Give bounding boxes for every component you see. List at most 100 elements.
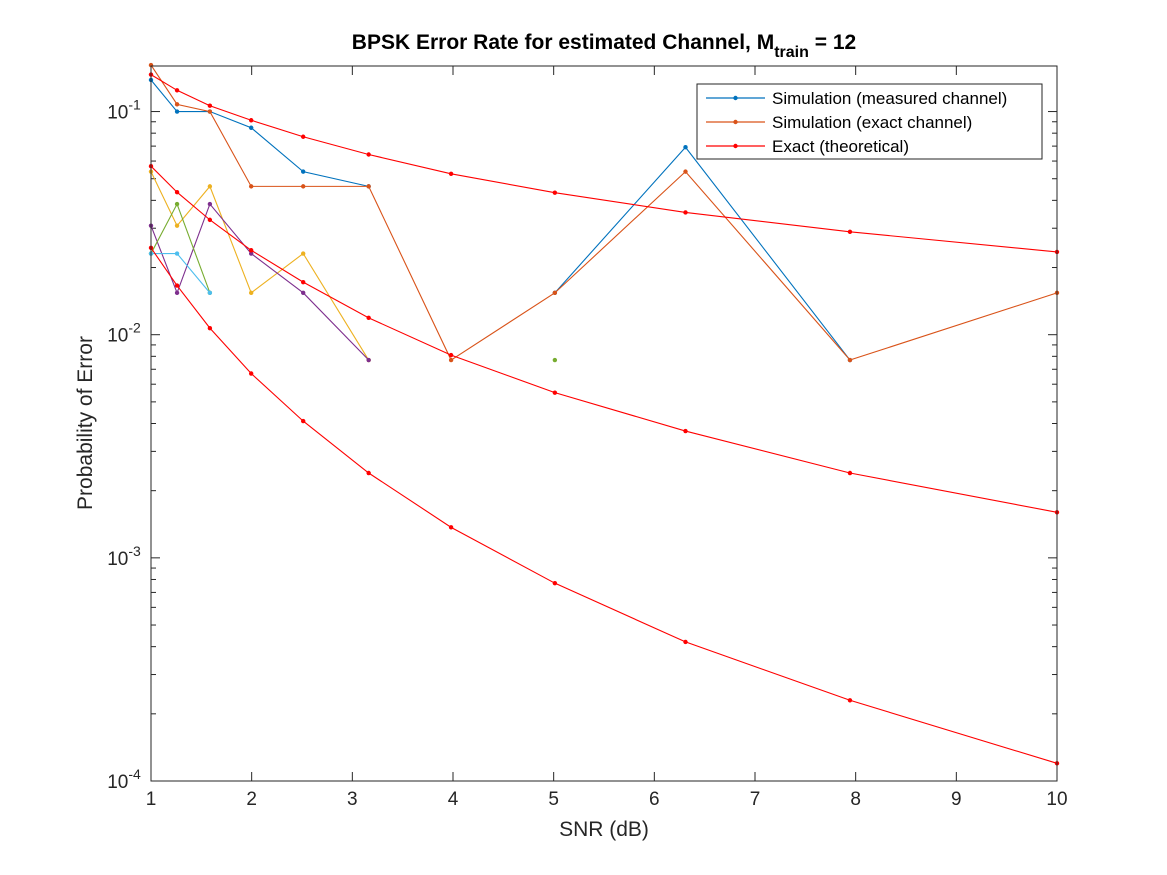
y-tick-label-base: 10 xyxy=(107,326,128,347)
x-tick-label: 8 xyxy=(850,789,861,810)
data-point xyxy=(301,418,306,424)
plot-frame xyxy=(150,65,1058,782)
data-point xyxy=(301,279,306,285)
data-point xyxy=(552,190,558,195)
series-yellow xyxy=(148,169,371,363)
data-point xyxy=(301,290,306,296)
y-tick-label-base: 10 xyxy=(107,772,128,793)
legend: Simulation (measured channel) Simulation… xyxy=(696,83,1043,160)
data-point xyxy=(448,352,454,358)
data-point xyxy=(248,251,254,256)
y-tick-label-exponent: -4 xyxy=(128,766,141,782)
x-tick-label: 6 xyxy=(649,789,660,810)
data-point xyxy=(207,325,213,331)
chart-title: BPSK Error Rate for estimated Channel, M… xyxy=(352,31,856,61)
data-point xyxy=(248,184,254,189)
x-tick-label: 2 xyxy=(246,789,257,810)
data-point xyxy=(301,169,306,174)
data-point xyxy=(552,290,558,296)
data-point xyxy=(552,580,558,586)
data-point xyxy=(174,223,180,228)
series-purple xyxy=(148,201,371,363)
y-tick-label-exponent: -3 xyxy=(128,543,141,559)
data-point xyxy=(248,371,254,376)
series-line xyxy=(150,202,370,361)
data-point xyxy=(248,125,254,130)
x-tick-label: 5 xyxy=(548,789,559,810)
data-point xyxy=(552,357,558,363)
data-point xyxy=(366,315,371,321)
data-point xyxy=(207,184,213,189)
x-tick-label: 4 xyxy=(448,789,459,810)
data-point xyxy=(366,357,371,363)
data-point xyxy=(207,109,213,114)
plot-area xyxy=(151,66,1057,781)
data-point xyxy=(301,184,306,189)
y-tick-label: 10-1 xyxy=(107,97,141,124)
x-axis-label: SNR (dB) xyxy=(559,818,649,841)
y-tick-label-exponent: -1 xyxy=(128,97,141,113)
data-point xyxy=(683,169,688,174)
data-point xyxy=(248,290,254,296)
data-point xyxy=(301,251,306,256)
y-axis-label: Probability of Error xyxy=(74,336,97,510)
legend-marker-exact-channel xyxy=(733,119,738,125)
data-point xyxy=(207,103,213,108)
x-tick-label: 10 xyxy=(1046,789,1067,810)
series-layer xyxy=(148,62,1060,766)
y-tick-label-base: 10 xyxy=(107,103,128,124)
series-theory_1 xyxy=(148,72,1060,255)
data-point xyxy=(174,201,180,207)
series-theory_2 xyxy=(148,164,1060,515)
data-point xyxy=(174,251,180,256)
data-point xyxy=(174,283,180,288)
data-point xyxy=(683,145,688,150)
data-point xyxy=(174,102,180,107)
chart-title-subscript: train xyxy=(774,44,809,61)
x-tick-label: 3 xyxy=(347,789,358,810)
data-point xyxy=(847,229,853,235)
legend-label-exact-channel: Simulation (exact channel) xyxy=(772,113,972,132)
y-tick-label: 10-4 xyxy=(107,766,141,793)
data-point xyxy=(683,428,688,434)
legend-marker-theoretical xyxy=(733,143,738,149)
y-tick-label-exponent: -2 xyxy=(128,320,141,336)
data-point xyxy=(248,248,254,253)
x-tick-label: 9 xyxy=(951,789,962,810)
data-point xyxy=(366,152,371,157)
data-point xyxy=(683,210,688,215)
legend-entry-exact-channel: Simulation (exact channel) xyxy=(706,113,972,132)
series-exact_channel_1 xyxy=(148,62,1060,363)
x-tick-label: 1 xyxy=(146,789,157,810)
data-point xyxy=(552,390,558,395)
legend-entry-measured: Simulation (measured channel) xyxy=(706,89,1007,108)
legend-label-measured: Simulation (measured channel) xyxy=(772,89,1007,108)
series-line xyxy=(150,171,370,361)
data-point xyxy=(207,290,213,296)
y-tick-label: 10-3 xyxy=(107,543,141,570)
data-point xyxy=(174,290,180,296)
data-point xyxy=(448,525,454,530)
data-point xyxy=(301,134,306,139)
data-point xyxy=(366,470,371,476)
data-point xyxy=(174,109,180,114)
data-point xyxy=(683,639,688,645)
x-tick-label: 7 xyxy=(750,789,761,810)
chart-title-tail: = 12 xyxy=(809,31,856,54)
data-point xyxy=(847,698,853,703)
legend-entry-theoretical: Exact (theoretical) xyxy=(706,137,909,156)
data-point xyxy=(248,118,254,123)
data-point xyxy=(174,88,180,93)
data-point xyxy=(847,470,853,476)
data-point xyxy=(847,357,853,363)
data-point xyxy=(207,201,213,207)
chart-title-main: BPSK Error Rate for estimated Channel, M xyxy=(352,31,774,54)
data-point xyxy=(448,357,454,363)
y-tick-label-base: 10 xyxy=(107,549,128,570)
data-point xyxy=(207,217,213,223)
data-point xyxy=(174,190,180,195)
series-line xyxy=(150,79,369,187)
